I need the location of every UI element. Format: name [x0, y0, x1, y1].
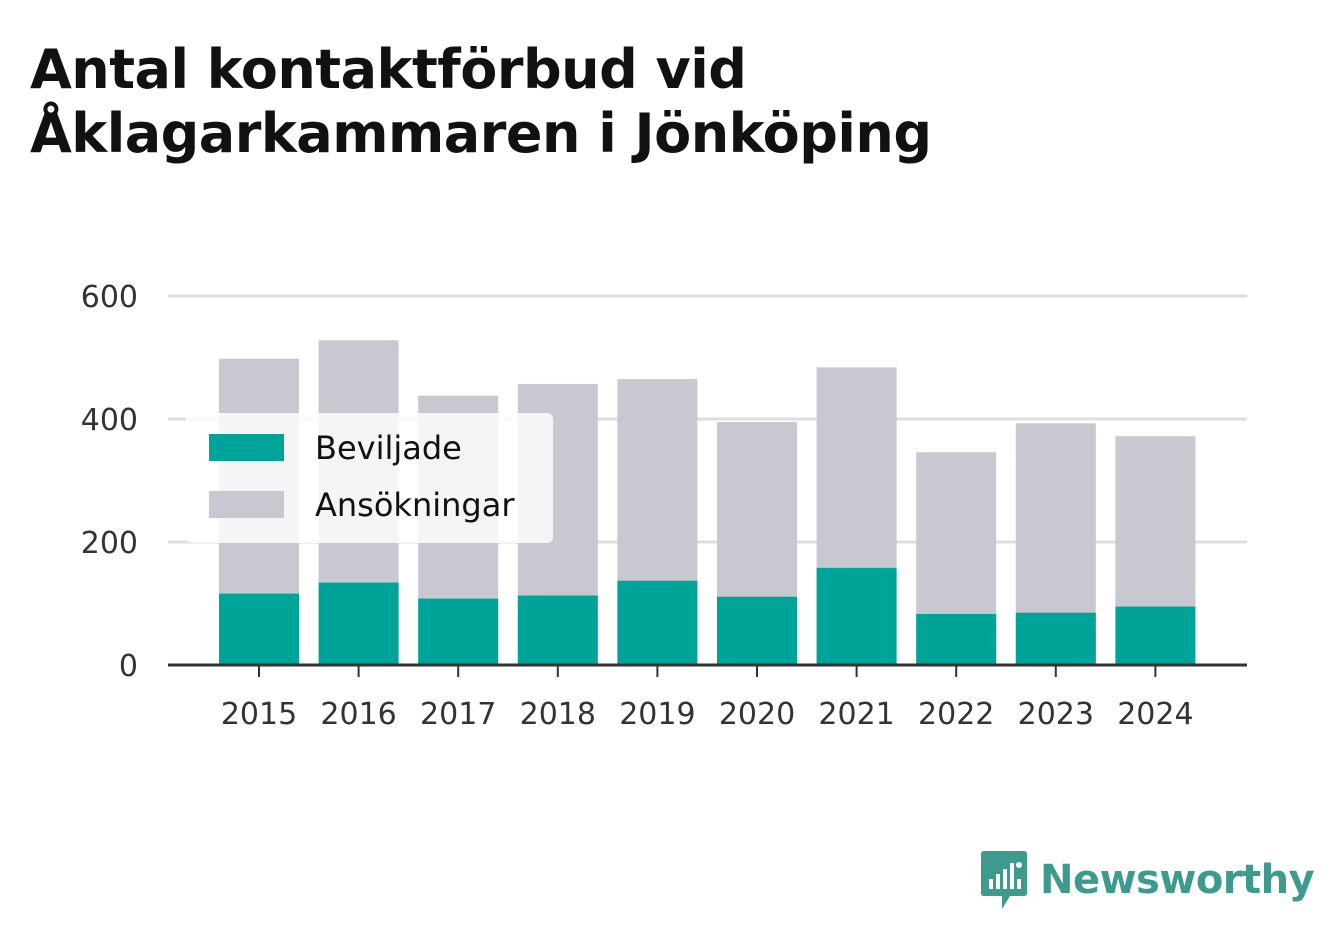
bar-beviljade-2020 [717, 596, 797, 665]
bar-beviljade-2015 [219, 593, 299, 665]
x-tick-label: 2018 [520, 697, 596, 732]
x-tick-label: 2024 [1117, 697, 1193, 732]
bar-beviljade-2019 [617, 580, 698, 665]
bar-beviljade-2024 [1115, 606, 1196, 665]
bar-beviljade-2016 [318, 582, 399, 665]
x-tick-label: 2020 [719, 697, 795, 732]
bar-beviljade-2022 [916, 613, 997, 665]
y-tick-label: 0 [119, 649, 138, 684]
chart-title: Antal kontaktförbud vid Åklagarkammaren … [30, 38, 932, 165]
legend: Beviljade Ansökningar [186, 413, 553, 543]
bar-beviljade-2023 [1015, 612, 1096, 665]
y-axis-ticks: 0 200 400 600 [81, 280, 138, 684]
x-tick-label: 2021 [818, 697, 894, 732]
newsworthy-logo-icon [981, 851, 1027, 909]
brand-logo: Newsworthy [980, 848, 1315, 912]
bar-beviljade-2021 [816, 567, 897, 665]
y-tick-label: 600 [81, 280, 138, 315]
legend-swatch [209, 434, 284, 461]
legend-label: Ansökningar [315, 486, 515, 524]
x-tick-label: 2016 [320, 697, 396, 732]
legend-label: Beviljade [315, 429, 462, 467]
x-axis-ticks: 2015 2016 2017 2018 2019 2020 2021 2022 2023 2024 [221, 665, 1194, 732]
x-tick-label: 2022 [918, 697, 994, 732]
brand-name: Newsworthy [1040, 857, 1315, 903]
y-tick-label: 400 [81, 403, 138, 438]
legend-swatch [209, 491, 284, 518]
x-tick-label: 2015 [221, 697, 297, 732]
x-tick-label: 2023 [1018, 697, 1094, 732]
bar-beviljade-2018 [517, 595, 598, 665]
x-tick-label: 2019 [619, 697, 695, 732]
bar-beviljade-2017 [418, 598, 499, 665]
y-tick-label: 200 [81, 526, 138, 561]
x-tick-label: 2017 [420, 697, 496, 732]
